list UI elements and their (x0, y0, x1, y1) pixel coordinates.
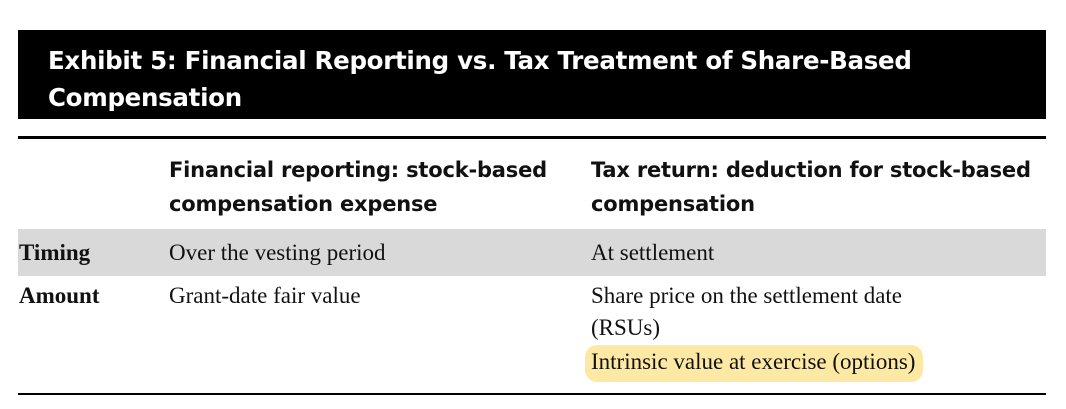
timing-financial-reporting-cell: Over the vesting period (169, 240, 386, 265)
row-label-amount: Amount (19, 283, 100, 308)
amount-tax-return-highlighted-text: Intrinsic value at exercise (options) (585, 345, 924, 382)
column-header-financial-reporting: Financial reporting: stock-based compens… (169, 153, 579, 221)
amount-tax-return-line1: Share price on the settlement date (591, 283, 903, 308)
table-bottom-rule (18, 393, 1046, 395)
row-label-timing: Timing (19, 240, 91, 265)
column-header-financial-reporting-line2: compensation expense (169, 192, 438, 216)
table-row-amount: Amount Grant-date fair value Share price… (18, 276, 1046, 396)
amount-financial-reporting-cell: Grant-date fair value (169, 283, 361, 308)
exhibit-table: Exhibit 5: Financial Reporting vs. Tax T… (18, 30, 1046, 396)
column-header-tax-return-line2: compensation (591, 192, 755, 216)
header-top-rule (18, 136, 1046, 139)
column-header-tax-return-line1: Tax return: deduction for stock-based (591, 158, 1031, 182)
exhibit-title-line2: Compensation (48, 83, 242, 112)
exhibit-title-bar: Exhibit 5: Financial Reporting vs. Tax T… (18, 30, 1046, 119)
amount-tax-return-line2: (RSUs) (591, 315, 661, 340)
column-header-row: Financial reporting: stock-based compens… (18, 139, 1046, 229)
column-header-financial-reporting-line1: Financial reporting: stock-based (169, 158, 547, 182)
timing-tax-return-cell: At settlement (591, 240, 715, 265)
column-header-tax-return: Tax return: deduction for stock-based co… (591, 153, 1046, 221)
amount-tax-return-cell: Share price on the settlement date (RSUs… (585, 280, 1031, 382)
table-row-timing: Timing Over the vesting period At settle… (18, 229, 1046, 276)
exhibit-title-line1: Exhibit 5: Financial Reporting vs. Tax T… (48, 46, 912, 75)
